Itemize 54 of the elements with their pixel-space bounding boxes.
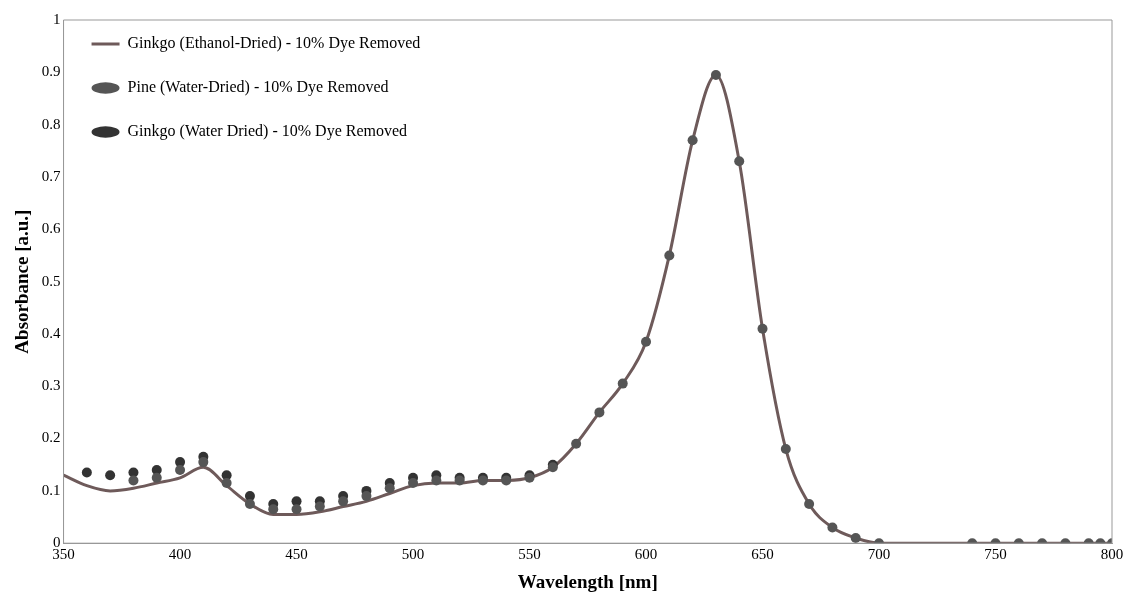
x-tick-label: 350 — [52, 546, 75, 563]
point — [641, 336, 652, 347]
point — [81, 467, 92, 478]
point — [594, 407, 605, 418]
point — [827, 522, 838, 533]
y-tick-label: 0.6 — [41, 220, 62, 237]
x-tick-label: 600 — [634, 546, 658, 563]
point — [314, 501, 325, 512]
point — [268, 504, 279, 515]
legend-label: Pine (Water-Dried) - 10% Dye Removed — [127, 78, 389, 97]
point — [105, 470, 116, 481]
x-tick-label: 450 — [285, 546, 308, 563]
x-tick-label: 400 — [168, 546, 192, 563]
point — [384, 483, 395, 494]
point — [361, 491, 372, 502]
point — [198, 457, 209, 468]
point — [734, 156, 745, 167]
y-tick-label: 0.5 — [41, 272, 61, 289]
x-tick-label: 800 — [1100, 546, 1124, 563]
x-tick-label: 750 — [984, 546, 1007, 563]
point — [804, 498, 815, 509]
legend-label: Ginkgo (Ethanol-Dried) - 10% Dye Removed — [127, 34, 421, 53]
point — [244, 498, 255, 509]
point — [664, 250, 675, 261]
y-tick-label: 0.1 — [41, 481, 61, 498]
point — [221, 478, 232, 489]
x-tick-label: 550 — [518, 546, 541, 563]
y-tick-label: 0.2 — [41, 429, 61, 446]
y-tick-label: 1 — [53, 10, 61, 27]
point — [850, 532, 861, 543]
y-tick-label: 0.7 — [41, 167, 62, 184]
x-tick-label: 700 — [867, 546, 891, 563]
point — [687, 135, 698, 146]
legend-label: Ginkgo (Water Dried) - 10% Dye Removed — [127, 122, 408, 141]
point — [431, 475, 442, 486]
point — [291, 504, 302, 515]
y-axis-title: Absorbance [a.u.] — [11, 209, 33, 354]
y-tick-label: 0.9 — [41, 63, 61, 80]
point — [710, 69, 721, 80]
x-tick-label: 500 — [401, 546, 425, 563]
point — [757, 323, 768, 334]
y-tick-label: 0.8 — [41, 115, 61, 132]
point — [338, 496, 349, 507]
y-tick-label: 0.3 — [41, 377, 61, 394]
point — [617, 378, 628, 389]
point — [408, 478, 419, 489]
x-axis-title: Wavelength [nm] — [517, 570, 658, 592]
point — [128, 475, 139, 486]
x-tick-label: 650 — [751, 546, 774, 563]
y-tick-label: 0.4 — [41, 324, 62, 341]
point — [175, 464, 186, 475]
point — [780, 444, 791, 455]
point — [571, 438, 582, 449]
point — [151, 472, 162, 483]
